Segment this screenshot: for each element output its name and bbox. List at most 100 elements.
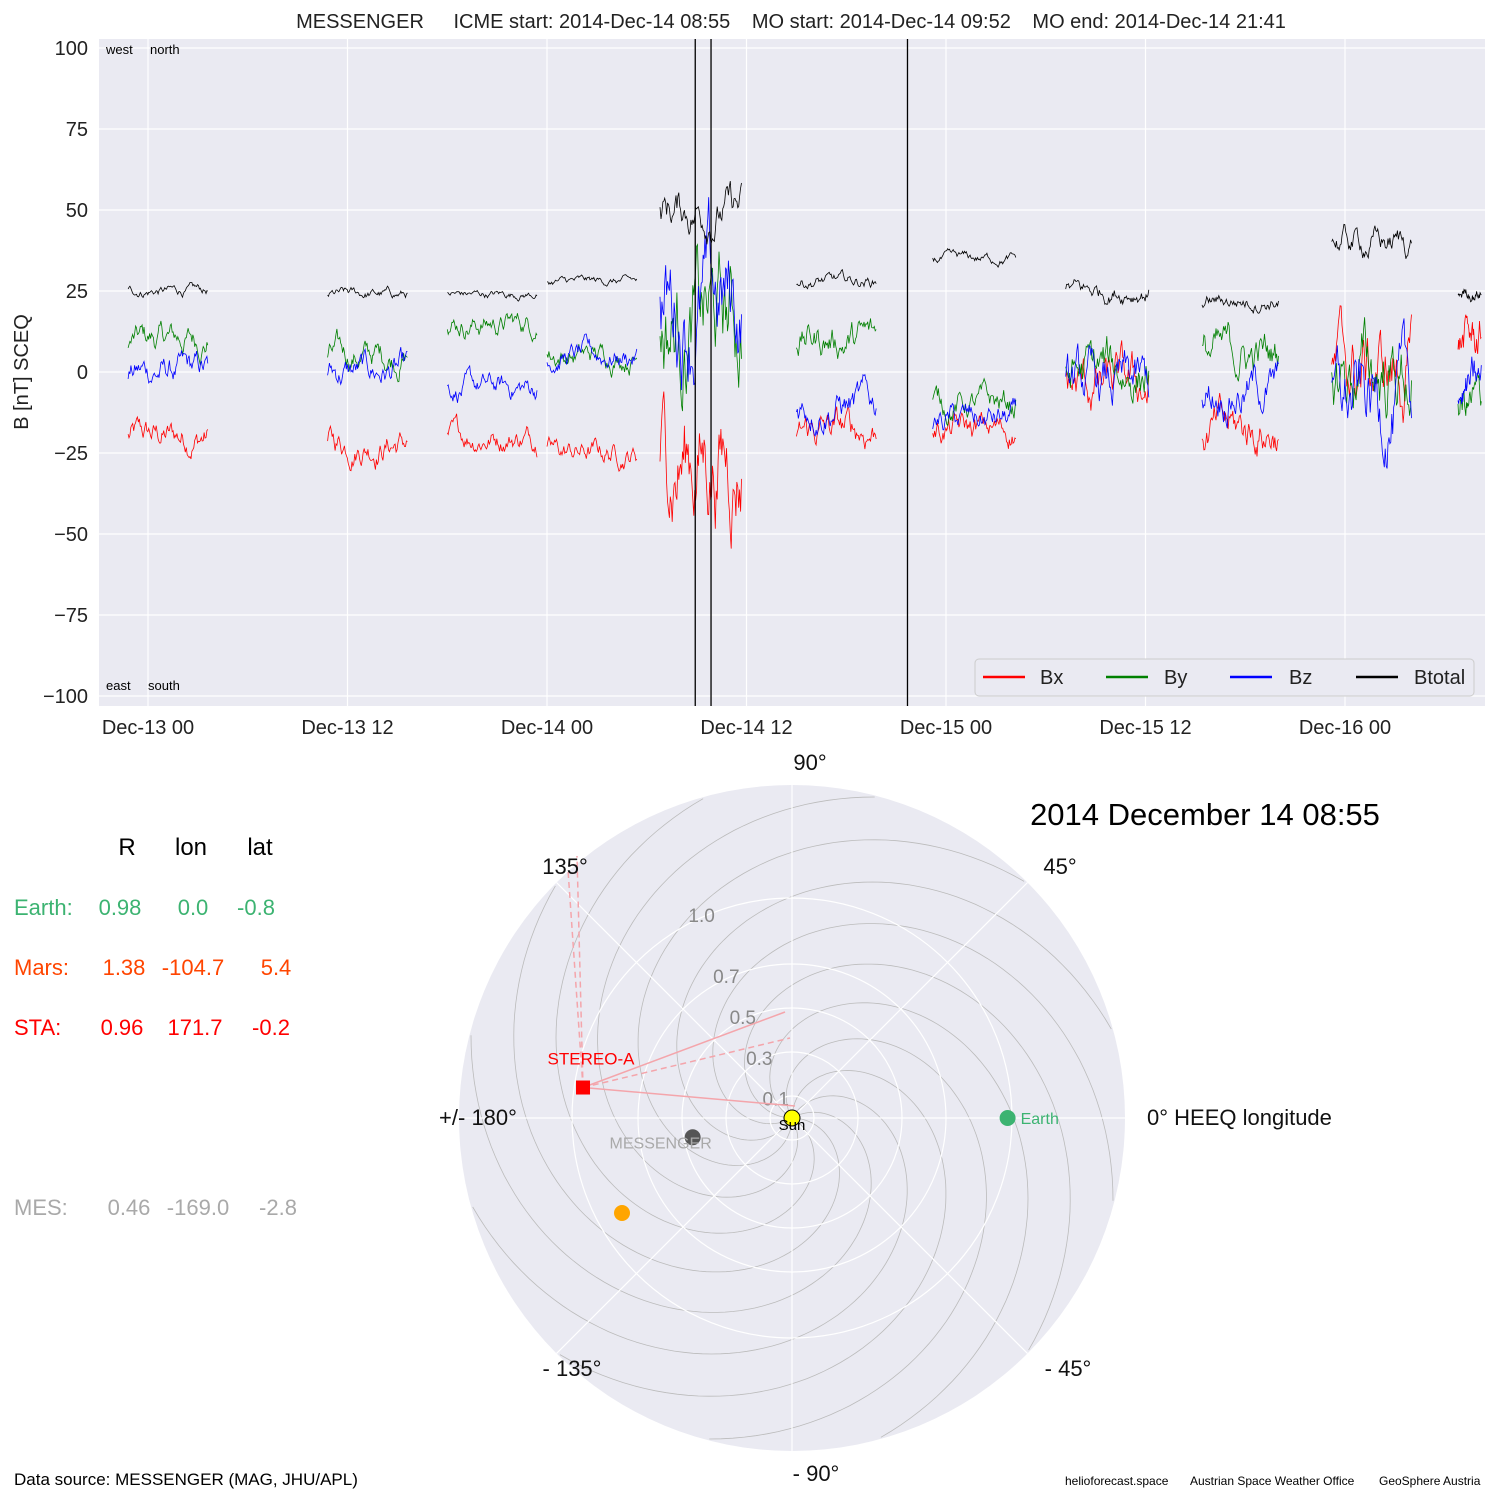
corner-label-west: west [105,42,133,57]
series-bz-segment [1331,318,1412,469]
title-mo-end: MO end: 2014-Dec-14 21:41 [1032,11,1286,33]
data-source-note: Data source: MESSENGER (MAG, JHU/APL) [14,1470,358,1489]
series-bz-segment [932,397,1017,431]
y-tick-label: 50 [66,200,88,222]
y-tick-label: −25 [54,443,88,465]
series-bx-segment [1201,393,1279,457]
series-by-segment [327,328,408,383]
corner-label-east: east [106,678,131,693]
series-btotal-segment [659,181,742,245]
stereo-a-fov-line [582,1037,791,1089]
radial-tick-label: 0.3 [746,1049,772,1070]
y-tick-label: 75 [66,119,88,141]
parker-spiral-line [712,923,1114,1201]
angle-label-135: 135° [542,854,588,879]
series-btotal-segment [1331,223,1412,260]
y-tick-labels: 100 75 50 25 0 −25 −50 −75 −100 [43,38,88,708]
series-bz-segment [127,350,209,384]
messenger-label: MESSENGER [610,1135,712,1152]
series-by-segment [546,342,638,378]
angle-label-45: 45° [1043,854,1076,879]
angle-label-180: +/- 180° [439,1105,517,1130]
earth-label: Earth [1021,1111,1059,1128]
legend-label-btotal: Btotal [1414,667,1465,689]
y-tick-label: 100 [55,38,88,60]
sun-marker [783,1109,801,1127]
earth-lon: 0.0 [178,895,209,920]
table-row-sta: STA: 0.96 171.7 -0.2 [14,1015,290,1040]
series-bx-segment [659,391,742,549]
title-mo-start: MO start: 2014-Dec-14 09:52 [752,11,1011,33]
stereo-a-label: STEREO-A [548,1050,636,1069]
mes-r: 0.46 [108,1195,151,1220]
series-bz-segment [327,347,408,386]
x-tick-label: Dec-14 12 [700,717,792,739]
polar-title: 2014 December 14 08:55 [1030,797,1380,832]
sun-label: Sun [779,1117,806,1134]
title-icme-start: ICME start: 2014-Dec-14 08:55 [453,11,730,33]
mars-r: 1.38 [103,955,146,980]
series-bx-segment [127,415,209,460]
series-btotal-segment [1201,294,1279,314]
table-header-lat: lat [247,834,273,861]
mes-name: MES: [14,1195,68,1220]
title-spacecraft: MESSENGER [296,11,424,33]
corner-label-south: south [148,678,180,693]
parker-spiral-line [769,1002,1029,1438]
mes-lat: -2.8 [259,1195,297,1220]
x-tick-label: Dec-13 12 [301,717,393,739]
y-tick-label: 0 [77,362,88,384]
parker-spiral-line [744,963,1071,1351]
angle-label-minus-135: - 135° [543,1356,602,1381]
y-tick-label: −75 [54,605,88,627]
series-btotal-segment [796,269,877,290]
legend: Bx By Bz Btotal [974,658,1475,697]
legend-label-bz: Bz [1289,667,1312,689]
mes-lon: -169.0 [167,1195,229,1220]
table-row-mes: MES: 0.46 -169.0 -2.8 [14,1195,297,1220]
series-btotal-segment [447,289,538,302]
x-tick-label: Dec-14 00 [501,717,593,739]
legend-label-by: By [1164,667,1187,689]
y-tick-label: −50 [54,524,88,546]
stereo-a-fov-line [582,1011,786,1089]
series-bz-segment [1201,360,1279,429]
stereo-a-fov-line [582,1086,796,1107]
corner-label-north: north [150,42,180,57]
mars-lat: 5.4 [261,955,292,980]
polar-plot: 0.1 0.3 0.5 0.7 1.0 Earth STEREO-A MESSENGER Sun [459,785,1125,1451]
mars-name: Mars: [14,955,69,980]
series-bx-segment [546,435,638,473]
series-bz-segment [1457,356,1482,405]
angle-label-0: 0° HEEQ longitude [1147,1105,1332,1130]
series-btotal-segment [932,247,1017,268]
sta-lat: -0.2 [252,1015,290,1040]
x-tick-label: Dec-16 00 [1299,717,1391,739]
parker-spiral-line [472,1095,908,1355]
radial-tick-label: 0.5 [730,1008,756,1029]
series-bz-segment [796,373,877,437]
series-by-segment [446,312,538,343]
series-bx-segment [446,413,538,458]
earth-name: Earth: [14,895,73,920]
radial-tick-label: 0.1 [763,1090,789,1111]
series-bz-segment [447,364,538,403]
earth-lat: -0.8 [237,895,275,920]
series-btotal-segment [1065,279,1150,306]
series-bx-segment [932,411,1017,449]
y-tick-label: −100 [43,686,88,708]
series-btotal-segment [127,281,208,299]
parker-spiral-line [513,885,840,1273]
table-header-lon: lon [175,834,207,861]
sta-lon: 171.7 [167,1015,222,1040]
series-bz-segment [546,333,638,374]
plot-title: MESSENGER ICME start: 2014-Dec-14 08:55 … [296,11,1286,33]
angular-gridline [791,882,1028,1119]
sta-r: 0.96 [101,1015,144,1040]
x-tick-label: Dec-13 00 [102,717,194,739]
radial-tick-label: 0.7 [713,967,739,988]
table-row-earth: Earth: 0.98 0.0 -0.8 [14,895,275,920]
legend-label-bx: Bx [1040,667,1063,689]
radial-tick-label: 1.0 [688,906,714,927]
